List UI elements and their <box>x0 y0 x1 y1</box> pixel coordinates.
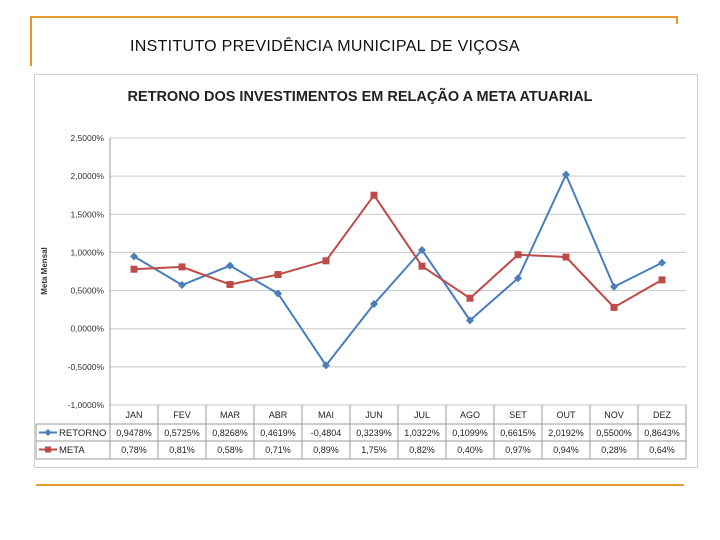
data-label: 0,82% <box>409 445 435 455</box>
x-tick-label: AGO <box>460 410 480 420</box>
y-tick-label: 2,5000% <box>70 133 104 143</box>
data-point <box>322 257 330 265</box>
data-label: 0,97% <box>505 445 531 455</box>
data-label: 2,0192% <box>548 428 584 438</box>
data-point <box>658 258 666 267</box>
frame-bottom-line <box>36 484 684 486</box>
frame-right-line <box>676 16 678 24</box>
data-point <box>466 316 474 325</box>
data-point <box>178 281 186 290</box>
x-tick-label: JUN <box>365 410 383 420</box>
data-point <box>370 191 378 199</box>
data-point <box>514 274 522 283</box>
data-label: 0,28% <box>601 445 627 455</box>
y-tick-label: 0,0000% <box>70 324 104 334</box>
legend-label: RETORNO <box>59 428 106 439</box>
data-point <box>274 271 282 279</box>
data-point <box>178 263 186 271</box>
data-point <box>274 289 282 298</box>
data-point <box>610 282 618 291</box>
data-point <box>466 294 474 302</box>
data-label: 0,78% <box>121 445 147 455</box>
data-point <box>322 361 330 370</box>
frame-top-line <box>30 16 678 18</box>
x-tick-label: DEZ <box>653 410 672 420</box>
x-tick-label: OUT <box>557 410 577 420</box>
x-tick-label: MAR <box>220 410 241 420</box>
data-label: 0,8268% <box>212 428 248 438</box>
y-axis-label: Meta Mensal <box>40 247 49 295</box>
y-tick-label: -0,5000% <box>68 362 105 372</box>
y-tick-label: 0,5000% <box>70 286 104 296</box>
data-label: 0,8643% <box>644 428 680 438</box>
x-tick-label: ABR <box>269 410 288 420</box>
x-tick-label: SET <box>509 410 527 420</box>
data-label: 0,5500% <box>596 428 632 438</box>
data-point <box>658 276 666 284</box>
data-label: 0,81% <box>169 445 195 455</box>
legend-key-marker <box>44 429 52 436</box>
data-label: 0,1099% <box>452 428 488 438</box>
data-label: -0,4804 <box>311 428 342 438</box>
data-point <box>226 261 234 270</box>
x-tick-label: JUL <box>414 410 430 420</box>
legend-label: META <box>59 445 85 456</box>
x-tick-label: NOV <box>604 410 624 420</box>
data-label: 0,64% <box>649 445 675 455</box>
data-label: 0,9478% <box>116 428 152 438</box>
data-label: 0,3239% <box>356 428 392 438</box>
data-point <box>418 245 426 254</box>
chart-area <box>34 74 698 468</box>
data-label: 0,89% <box>313 445 339 455</box>
data-point <box>370 300 378 309</box>
data-point <box>562 170 570 179</box>
y-tick-label: 1,0000% <box>70 247 104 257</box>
data-label: 1,0322% <box>404 428 440 438</box>
data-point <box>610 303 618 311</box>
frame-left-line <box>30 16 32 66</box>
y-tick-label: 1,5000% <box>70 209 104 219</box>
y-tick-label: -1,0000% <box>68 400 105 410</box>
data-point <box>418 262 426 270</box>
data-label: 1,75% <box>361 445 387 455</box>
data-point <box>562 253 570 261</box>
data-label: 0,71% <box>265 445 291 455</box>
data-label: 0,4619% <box>260 428 296 438</box>
data-label: 0,58% <box>217 445 243 455</box>
legend-key-marker <box>45 446 51 453</box>
data-label: 0,40% <box>457 445 483 455</box>
series-line-retorno <box>133 172 663 368</box>
x-tick-label: MAI <box>318 410 334 420</box>
data-label: 0,6615% <box>500 428 536 438</box>
x-tick-label: JAN <box>125 410 142 420</box>
data-point <box>130 252 138 261</box>
data-point <box>130 265 138 273</box>
y-tick-label: 2,0000% <box>70 171 104 181</box>
x-tick-label: FEV <box>173 410 191 420</box>
data-point <box>514 251 522 259</box>
data-label: 0,94% <box>553 445 579 455</box>
slide-title: INSTITUTO PREVIDÊNCIA MUNICIPAL DE VIÇOS… <box>130 38 520 55</box>
series-line-meta <box>133 193 663 309</box>
data-point <box>226 280 234 288</box>
chart-title: RETRONO DOS INVESTIMENTOS EM RELAÇÃO A M… <box>127 87 592 105</box>
data-label: 0,5725% <box>164 428 200 438</box>
